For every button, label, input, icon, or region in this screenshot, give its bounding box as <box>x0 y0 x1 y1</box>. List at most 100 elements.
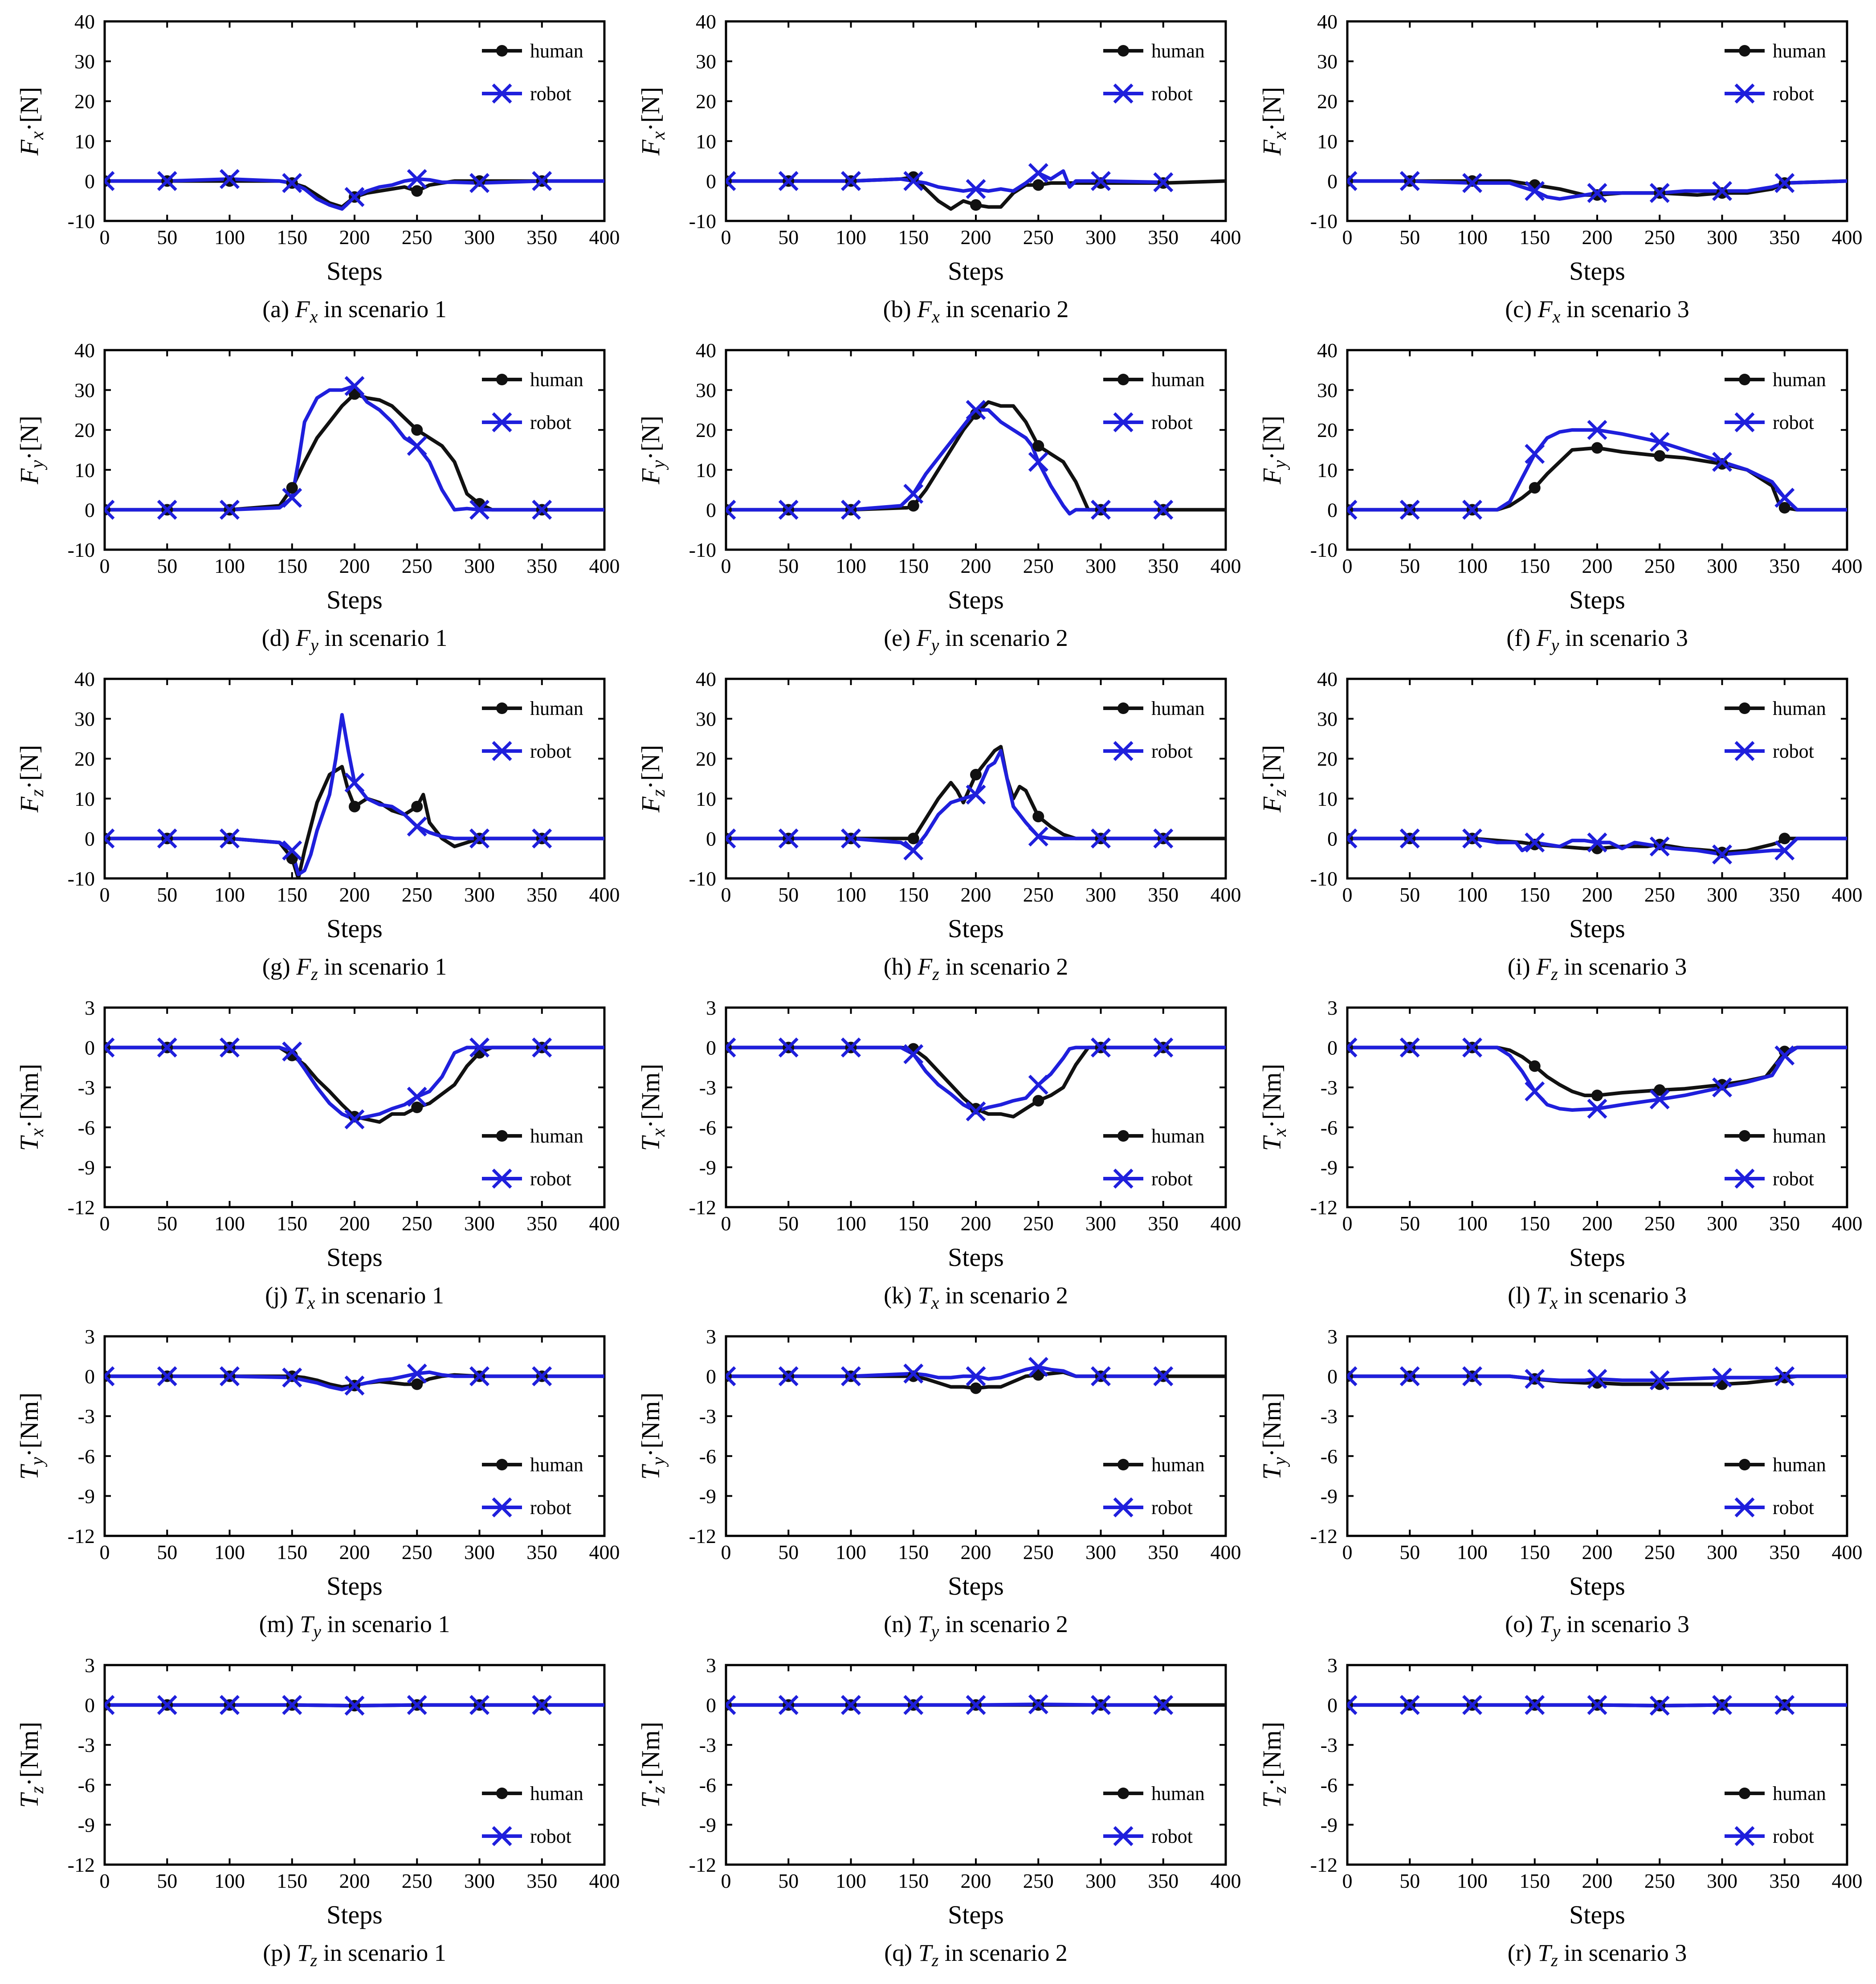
caption-subscript: z <box>1550 964 1558 984</box>
subplot-j: 0 50 100 150 200 250 300 350 400 -12 -9 -6 -3 0 3 Steps… <box>15 996 620 1313</box>
x-tick-label: 350 <box>526 883 557 906</box>
legend-human-label: human <box>1773 369 1826 391</box>
legend-human-marker <box>1117 702 1129 714</box>
x-tick-label: 50 <box>157 1212 177 1235</box>
x-tick-label: 150 <box>277 555 307 577</box>
robot-series-line <box>726 749 1163 853</box>
robot-marker <box>282 1695 302 1715</box>
y-axis-symbol: T <box>1257 1792 1286 1808</box>
robot-marker <box>1399 828 1420 849</box>
x-tick-label: 400 <box>589 1212 620 1235</box>
caption-prefix: (q) <box>884 1939 918 1966</box>
y-tick-label: 0 <box>706 1694 716 1717</box>
x-tick-label: 300 <box>1085 1870 1116 1892</box>
human-marker <box>411 424 423 436</box>
robot-marker <box>1649 1695 1670 1716</box>
x-tick-label: 100 <box>214 226 245 249</box>
robot-marker <box>778 828 799 849</box>
legend-robot-label: robot <box>530 1497 571 1519</box>
subplot-caption: (d) Fy in scenario 1 <box>262 625 448 655</box>
y-tick-label: 40 <box>1317 10 1338 33</box>
robot-marker <box>1028 826 1048 847</box>
subplot-k: 0 50 100 150 200 250 300 350 400 -12 -9 -6 -3 0 3 Steps… <box>636 996 1241 1313</box>
legend: human robot <box>1103 40 1205 105</box>
y-tick-label: 0 <box>85 498 95 521</box>
caption-subscript: z <box>932 964 939 984</box>
y-axis-label: Tz·[Nm] <box>15 1722 48 1808</box>
robot-marker <box>105 1366 115 1387</box>
robot-marker <box>726 1037 736 1058</box>
x-tick-label: 0 <box>721 555 731 577</box>
legend-robot-marker <box>1113 1168 1134 1189</box>
x-tick-label: 150 <box>277 226 307 249</box>
subplot-f: 0 50 100 150 200 250 300 350 400-10010203040Step… <box>1257 339 1863 655</box>
y-axis-unit: ·[N] <box>636 416 665 460</box>
subplot-caption: (o) Ty in scenario 3 <box>1505 1611 1689 1641</box>
x-tick-label: 350 <box>1769 226 1800 249</box>
robot-marker <box>469 499 489 520</box>
x-tick-label: 100 <box>1457 555 1488 577</box>
x-tick-label: 250 <box>1023 555 1054 577</box>
human-series-line <box>1347 1045 1847 1098</box>
robot-marker <box>1399 499 1420 520</box>
plot-area <box>105 1695 604 1716</box>
x-axis-label: Steps <box>326 914 383 943</box>
x-tick-label: 100 <box>214 1870 245 1892</box>
legend-robot-label: robot <box>1773 83 1814 105</box>
legend-human-marker <box>1739 1130 1750 1142</box>
plot-area <box>1347 1695 1847 1716</box>
robot-marker <box>1525 1369 1545 1389</box>
x-tick-label: 50 <box>157 883 177 906</box>
x-tick-label: 150 <box>1519 1541 1550 1564</box>
x-tick-label: 400 <box>1211 1541 1241 1564</box>
robot-marker <box>1347 1366 1358 1387</box>
y-tick-label: 0 <box>1327 498 1338 521</box>
robot-marker <box>966 179 986 199</box>
x-tick-label: 200 <box>1582 1212 1613 1235</box>
y-tick-label: -6 <box>78 1116 95 1139</box>
robot-marker <box>778 1695 799 1715</box>
y-tick-label: -9 <box>699 1156 716 1179</box>
x-tick-label: 350 <box>1148 555 1179 577</box>
y-axis-label: Fy·[N] <box>636 416 669 485</box>
y-tick-label: -3 <box>78 1076 95 1099</box>
legend-human-marker <box>1739 45 1750 57</box>
y-axis-label: Tz·[Nm] <box>636 1722 669 1808</box>
robot-marker <box>532 499 552 520</box>
robot-marker <box>726 1366 736 1387</box>
x-tick-label: 350 <box>1769 1541 1800 1564</box>
caption-symbol: T <box>300 1611 315 1637</box>
caption-symbol: T <box>918 1611 933 1637</box>
y-tick-label: -3 <box>1321 1734 1338 1756</box>
robot-marker <box>344 772 365 793</box>
x-axis-label: Steps <box>1569 1243 1625 1272</box>
y-axis-unit: ·[Nm] <box>636 1392 665 1457</box>
robot-marker <box>1649 183 1670 203</box>
y-tick-label: 0 <box>706 170 716 192</box>
robot-marker <box>1399 1037 1420 1058</box>
legend-robot-marker <box>492 1497 512 1518</box>
human-marker <box>411 1102 423 1113</box>
x-axis-label: Steps <box>948 1572 1004 1600</box>
x-axis-label: Steps <box>326 1900 383 1929</box>
robot-marker <box>407 169 427 189</box>
y-tick-label: -10 <box>68 539 95 561</box>
robot-marker <box>1091 1695 1111 1715</box>
y-tick-label: 10 <box>1317 130 1338 153</box>
subplot-caption: (e) Fy in scenario 2 <box>884 625 1068 655</box>
y-axis-subscript: x <box>27 131 48 140</box>
human-marker <box>1032 179 1044 191</box>
robot-marker <box>966 784 986 805</box>
caption-suffix: in scenario 3 <box>1558 1939 1687 1966</box>
subplot-i: 0 50 100 150 200 250 300 350 400-10010203040Step… <box>1257 668 1863 984</box>
robot-marker <box>1712 1368 1732 1388</box>
y-axis-unit: ·[Nm] <box>636 1722 665 1786</box>
y-axis-unit: ·[N] <box>1257 745 1286 789</box>
caption-symbol: F <box>1536 953 1551 980</box>
human-series-line <box>105 1045 604 1124</box>
x-tick-label: 150 <box>1519 1870 1550 1892</box>
caption-subscript: x <box>1552 306 1561 327</box>
y-axis-subscript: z <box>1270 789 1290 797</box>
human-marker <box>1716 1079 1728 1091</box>
y-tick-label: 0 <box>85 1365 95 1388</box>
